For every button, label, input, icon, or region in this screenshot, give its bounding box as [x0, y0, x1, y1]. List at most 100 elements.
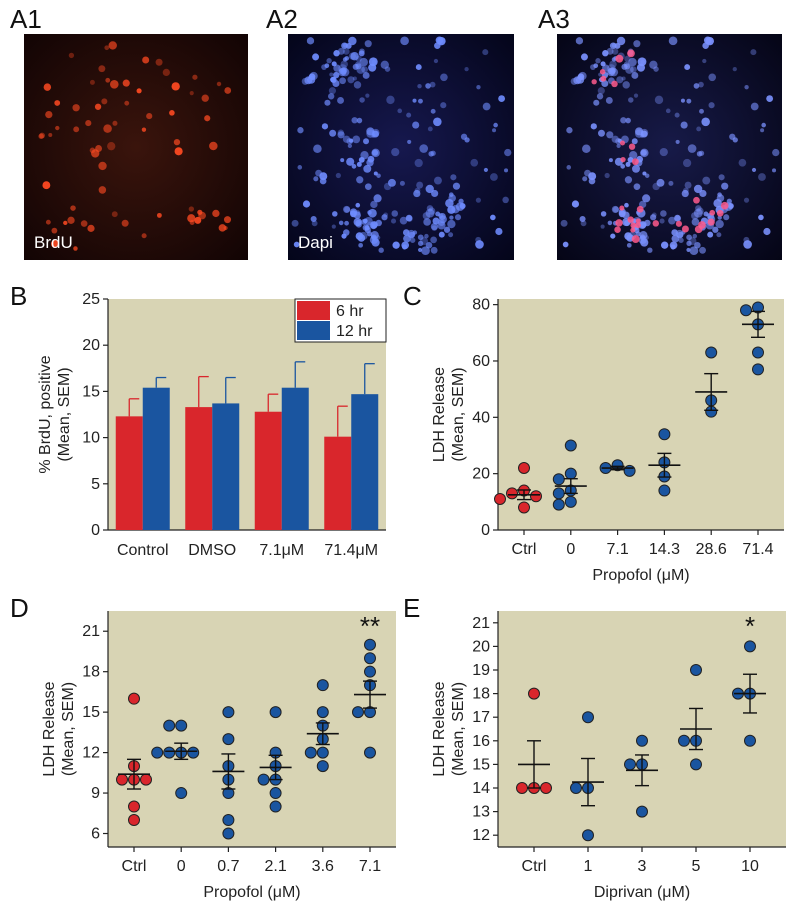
cell-nucleus [708, 102, 715, 109]
cell-nucleus [625, 117, 631, 124]
cell-nucleus [659, 218, 665, 224]
cell-nucleus [596, 93, 604, 100]
y-axis-label-line: (Mean, SEM) [450, 367, 467, 461]
cell-nucleus [345, 43, 352, 49]
y-tick-label: 25 [82, 291, 100, 308]
y-tick-label: 6 [91, 826, 100, 843]
cell-nucleus [417, 234, 424, 241]
cell-nucleus [192, 74, 198, 80]
chart-brdu-bars: 0 5 10 15 20 25 % BrdU, positive (Mean, SEM) Con… [37, 291, 387, 559]
cell-nucleus [687, 144, 697, 153]
cell-nucleus [693, 83, 700, 89]
cell-nucleus [621, 76, 626, 81]
cell-nucleus [308, 73, 316, 80]
cell-nucleus [98, 65, 106, 73]
cell-nucleus [378, 247, 384, 253]
data-point [222, 706, 235, 719]
cell-nucleus [440, 102, 447, 109]
cell-nucleus [430, 222, 439, 231]
cell-nucleus [431, 189, 439, 198]
cell-nucleus [482, 102, 491, 111]
cell-nucleus [575, 37, 584, 45]
cell-nucleus [750, 49, 757, 56]
panel-label-a3: A3 [538, 4, 570, 34]
cell-nucleus [699, 189, 707, 198]
cell-nucleus [405, 214, 413, 222]
y-tick-label: 19 [472, 662, 490, 679]
cell-nucleus [388, 178, 396, 187]
cell-nucleus [684, 64, 691, 71]
data-point [690, 758, 702, 771]
cell-nucleus [194, 216, 202, 224]
cell-nucleus [421, 246, 430, 256]
cell-nucleus [333, 64, 341, 72]
cell-nucleus [502, 196, 509, 204]
cell-nucleus-brdu [615, 219, 623, 227]
cell-nucleus [337, 129, 344, 136]
cell-nucleus [85, 120, 92, 127]
cell-nucleus [362, 224, 369, 231]
cell-nucleus [45, 219, 51, 225]
cell-nucleus [760, 128, 765, 133]
cell-nucleus [136, 88, 142, 94]
significance-marker: ** [360, 611, 380, 641]
data-point [624, 758, 636, 771]
cell-nucleus [337, 97, 344, 104]
cell-nucleus [187, 214, 196, 223]
cell-nucleus [761, 122, 766, 128]
cell-nucleus [627, 156, 634, 163]
cell-nucleus [412, 121, 420, 129]
cell-nucleus [366, 231, 373, 237]
cell-nucleus [606, 131, 614, 139]
data-point [752, 346, 764, 359]
cell-nucleus [772, 168, 777, 173]
data-point [316, 679, 329, 692]
data-point [352, 706, 364, 719]
cell-nucleus [329, 72, 334, 77]
plot-area [108, 611, 396, 847]
data-point [187, 746, 200, 759]
x-tick-label: 0 [566, 541, 575, 558]
legend-swatch [297, 301, 330, 320]
cell-nucleus [324, 63, 330, 69]
cell-nucleus [365, 93, 370, 98]
cell-nucleus [692, 233, 698, 239]
cell-nucleus [622, 211, 630, 219]
cell-nucleus [391, 147, 400, 157]
cell-nucleus [713, 198, 722, 208]
data-point [744, 640, 756, 653]
cell-nucleus [600, 61, 606, 67]
y-tick-label: 60 [472, 353, 490, 370]
cell-nucleus-brdu [599, 69, 606, 75]
cell-nucleus-brdu [693, 196, 700, 204]
cell-nucleus [188, 206, 195, 212]
micrograph-brdu-label: BrdU [34, 233, 73, 252]
cell-nucleus [642, 194, 651, 203]
cell-nucleus [427, 126, 433, 132]
cell-nucleus [702, 176, 711, 185]
cell-nucleus [359, 57, 368, 67]
cell-nucleus [632, 164, 640, 173]
cell-nucleus [743, 197, 750, 203]
y-axis-label-line: % BrdU, positive [37, 355, 54, 473]
cell-nucleus [315, 169, 322, 177]
cell-nucleus [391, 218, 397, 224]
cell-nucleus [108, 41, 117, 50]
cell-nucleus [454, 214, 462, 221]
cell-nucleus [351, 164, 357, 169]
x-tick-label: 7.1 [359, 858, 381, 875]
cell-nucleus [593, 63, 599, 69]
cell-nucleus [590, 123, 597, 130]
cell-nucleus [696, 126, 702, 132]
cell-nucleus [433, 58, 439, 64]
x-tick-label: Ctrl [522, 858, 547, 875]
cell-nucleus [659, 147, 668, 157]
bar [324, 436, 352, 530]
x-tick-label: 10 [741, 858, 759, 875]
cell-nucleus [423, 218, 431, 226]
cell-nucleus [681, 189, 689, 198]
cell-nucleus [319, 177, 327, 185]
cell-nucleus [693, 184, 703, 194]
y-tick-label: 15 [82, 383, 100, 400]
